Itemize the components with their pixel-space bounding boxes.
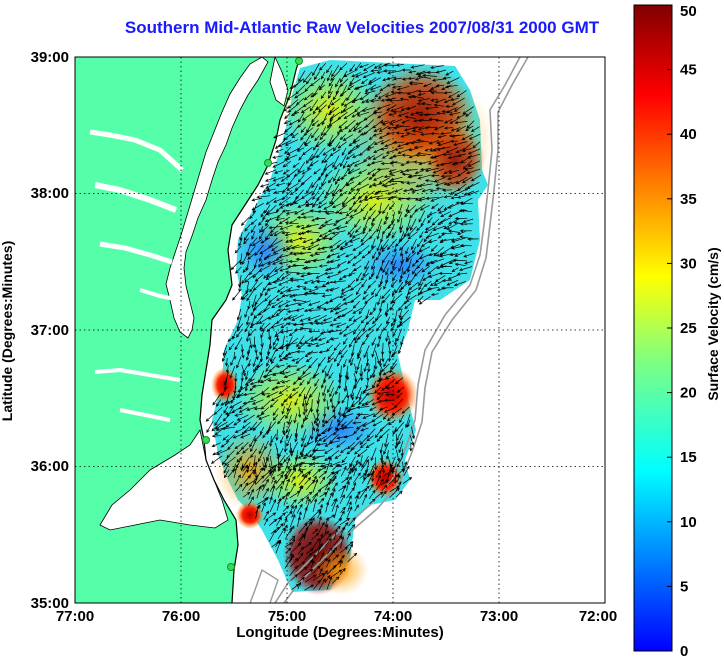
x-tick-label: 75:00: [268, 608, 306, 625]
y-tick-label: 39:00: [31, 49, 69, 66]
x-tick-label: 73:00: [480, 608, 518, 625]
x-axis-label: Longitude (Degrees:Minutes): [236, 624, 444, 641]
colorbar-tick-label: 20: [680, 385, 697, 402]
river-inlet-5: [94, 367, 181, 382]
radar-station-marker: [202, 436, 210, 444]
velocity-arrows: [205, 62, 482, 591]
colorbar-tick-label: 10: [680, 514, 697, 531]
colorbar-label: Surface Velocity (cm/s): [705, 247, 721, 401]
y-tick-label: 38:00: [31, 185, 69, 202]
x-tick-label: 72:00: [579, 608, 617, 625]
x-axis-ticks: 77:00 76:00 75:00 74:00 73:00 72:00: [56, 608, 617, 625]
colorbar-tick-label: 0: [680, 643, 688, 659]
x-tick-label: 77:00: [56, 608, 94, 625]
radar-station-marker: [227, 563, 235, 571]
colorbar-tick-label: 45: [680, 62, 697, 79]
colorbar-tick-label: 25: [680, 320, 697, 337]
colorbar-tick-label: 15: [680, 449, 697, 466]
y-tick-label: 35:00: [31, 595, 69, 612]
radar-station-marker: [295, 57, 303, 65]
river-inlet-3: [99, 241, 173, 265]
coastline: [199, 57, 301, 603]
y-axis-label: Latitude (Degrees:Minutes): [0, 240, 15, 422]
colorbar-tick-label: 40: [680, 126, 697, 143]
colorbar-tick-label: 35: [680, 191, 697, 208]
x-tick-label: 74:00: [374, 608, 412, 625]
y-tick-label: 36:00: [31, 458, 69, 475]
colorbar-tick-label: 50: [680, 3, 697, 20]
velocity-field: [211, 60, 495, 595]
river-inlet-2: [94, 182, 178, 213]
colorbar-tick-label: 30: [680, 255, 697, 272]
pamlico-sound: [99, 428, 229, 531]
chesapeake-bay: [165, 57, 269, 339]
map-title: Southern Mid-Atlantic Raw Velocities 200…: [124, 18, 600, 37]
bathymetry-contour: [249, 568, 279, 603]
bathymetry-contour: [274, 57, 521, 603]
river-inlet-6: [119, 408, 171, 422]
x-tick-label: 76:00: [162, 608, 200, 625]
map-frame: [74, 56, 606, 604]
colorbar-tick-label: 5: [680, 578, 688, 595]
map-grid: [75, 57, 605, 603]
y-axis-ticks: 39:00 38:00 37:00 36:00 35:00: [31, 49, 69, 612]
colorbar-gradient: [633, 4, 673, 652]
radar-stations: [202, 57, 303, 571]
y-tick-label: 37:00: [31, 322, 69, 339]
velocity-vectors: [205, 62, 482, 591]
velocity-patch: [235, 220, 295, 280]
bathymetry-contour: [283, 57, 529, 603]
radar-station-marker: [264, 159, 272, 167]
river-inlet-1: [89, 129, 184, 172]
river-inlet-4: [139, 288, 181, 302]
